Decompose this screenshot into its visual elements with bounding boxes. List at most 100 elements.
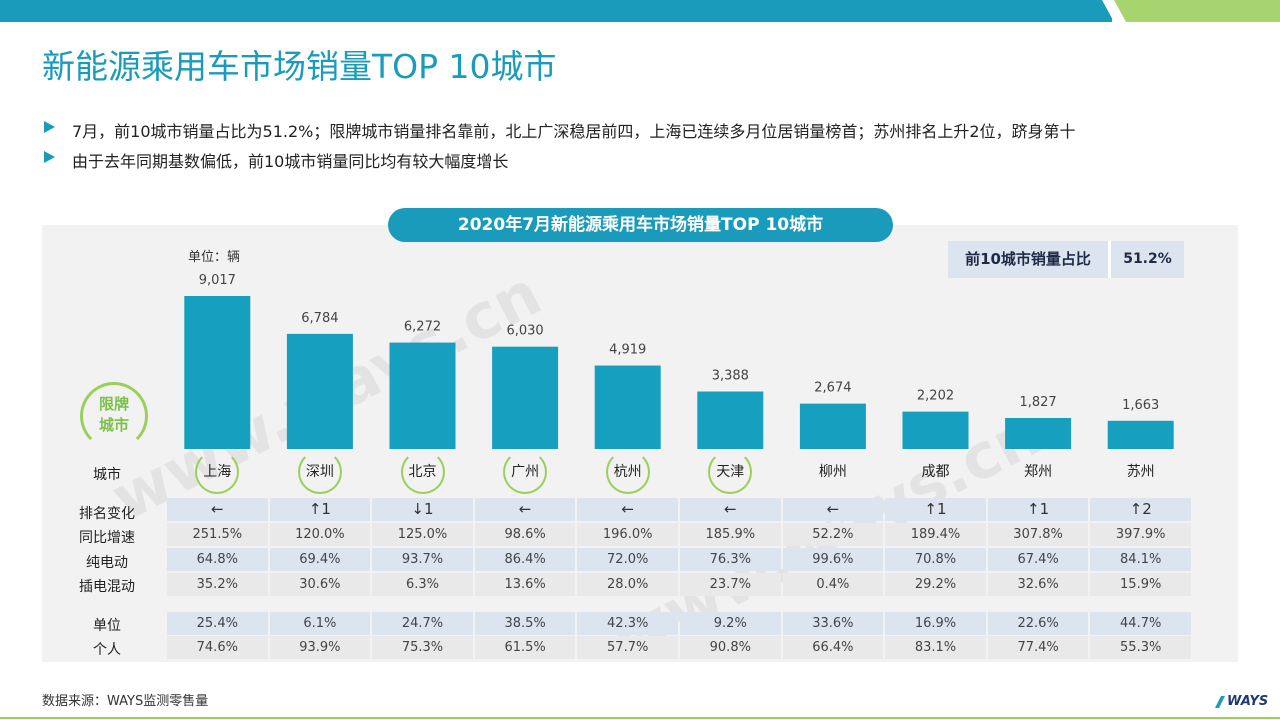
table-cell: ← [474,498,576,521]
bar-柳州 [799,403,866,449]
limited-city-ring-icon [503,450,548,494]
bar-value-label: 9,017 [199,273,236,288]
city-label: 苏州 [1126,464,1155,480]
bar-value-label: 6,030 [506,324,543,339]
table-cell: ↓1 [372,498,473,521]
city-label: 柳州 [818,464,847,480]
table-cell: 15.9% [1090,573,1191,596]
city-label: 天津 [716,464,745,480]
bar-value-label: 3,388 [712,369,749,384]
bar-天津 [697,391,764,449]
table-cell: 98.6% [474,523,576,546]
table-cell: 120.0% [269,523,371,546]
table-cell: 23.7% [680,573,781,596]
bullet-item: 由于去年同期基数偏低，前10城市销量同比均有较大幅度增长 [44,148,1264,178]
bullet-text: 7月，前10城市销量占比为51.2%；限牌城市销量排名靠前，北上广深稳居前四，上… [72,122,1076,141]
bar-杭州 [594,365,661,449]
table-cell: 185.9% [680,523,781,546]
bar-北京 [389,342,456,449]
table-cell: 6.3% [372,573,473,596]
table-cell: 70.8% [885,548,986,571]
row-label-yoy: 同比增速 [79,530,135,546]
table-cell: 44.7% [1090,612,1191,635]
bullet-item: 7月，前10城市销量占比为51.2%；限牌城市销量排名靠前，北上广深稳居前四，上… [44,118,1264,148]
bullet-arrow-icon [44,151,55,163]
bar-value-label: 2,202 [917,389,954,404]
bullet-arrow-icon [44,121,55,133]
bar-苏州 [1107,420,1174,449]
limited-city-badge-icon [80,382,148,450]
table-cell: 77.4% [987,636,1089,659]
bar-value-label: 1,663 [1122,398,1159,413]
table-cell: 30.6% [269,573,371,596]
table-cell: 52.2% [782,523,884,546]
bar-成都 [902,411,969,449]
table-cell: 84.1% [1090,548,1191,571]
table-cell: 66.4% [782,636,884,659]
table-cell: 6.1% [269,612,371,635]
city-label: 郑州 [1024,464,1053,480]
bar-value-label: 6,784 [301,311,338,326]
table-cell: 16.9% [885,612,986,635]
table-cell: 25.4% [167,612,268,635]
table-cell: 38.5% [474,612,576,635]
city-label: 成都 [921,464,950,480]
table-cell: 125.0% [372,523,473,546]
top-banner [0,0,1280,22]
limited-city-badge-label: 限牌 城市 [80,394,148,436]
limited-city-badge-line: 城市 [98,416,129,434]
table-cell: 307.8% [987,523,1089,546]
table-cell: ← [577,498,678,521]
table-cell: 9.2% [680,612,781,635]
city-label: 北京 [408,464,437,480]
table-cell: 93.9% [269,636,371,659]
row-label-phev: 插电混动 [79,579,135,595]
table-cell: ↑1 [269,498,371,521]
limited-city-ring-icon [400,450,445,494]
chart-title: 2020年7月新能源乘用车市场销量TOP 10城市 [388,208,893,242]
table-cell: ↑1 [987,498,1089,521]
limited-city-ring-icon [195,450,240,494]
top10-share-box: 前10城市销量占比 51.2% [948,241,1184,278]
table-cell: ↑2 [1090,498,1191,521]
table-cell: 13.6% [474,573,576,596]
row-label-city: 城市 [93,467,121,483]
table-cell: 24.7% [372,612,473,635]
bar-深圳 [286,333,353,449]
table-cell: 196.0% [577,523,678,546]
row-label-personal: 个人 [93,642,121,658]
ways-logo-icon [1215,696,1225,708]
table-cell: 189.4% [885,523,986,546]
unit-label: 单位：辆 [188,250,241,265]
city-label: 深圳 [305,464,334,480]
table-cell: 29.2% [885,573,986,596]
table-cell: 69.4% [269,548,371,571]
table-cell: 42.3% [577,612,678,635]
table-cell: 86.4% [474,548,576,571]
city-label: 杭州 [613,464,642,480]
table-cell: 28.0% [577,573,678,596]
table-cell: 72.0% [577,548,678,571]
city-label: 上海 [203,464,232,480]
bottom-rule [0,717,1280,719]
table-cell: 397.9% [1090,523,1191,546]
table-cell: 251.5% [167,523,268,546]
row-label-org: 单位 [93,618,121,634]
bullet-text: 由于去年同期基数偏低，前10城市销量同比均有较大幅度增长 [72,152,509,171]
bar-value-label: 2,674 [814,381,851,396]
limited-city-ring-icon [708,450,753,494]
row-label-rank-change: 排名变化 [79,506,135,522]
table-cell: ← [167,498,268,521]
top10-share-label: 前10城市销量占比 [965,250,1091,268]
bar-上海 [184,296,251,449]
data-source: 数据来源：WAYS监测零售量 [42,694,209,709]
bar-value-label: 6,272 [404,320,441,335]
table-cell: 90.8% [680,636,781,659]
table-cell: ← [680,498,781,521]
city-label: 广州 [511,464,540,480]
table-cell: 55.3% [1090,636,1191,659]
table-cell: 76.3% [680,548,781,571]
table-cell: 32.6% [987,573,1089,596]
limited-city-ring-icon [297,450,342,494]
